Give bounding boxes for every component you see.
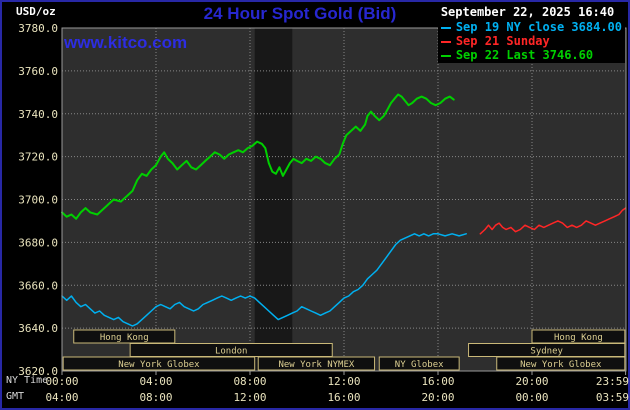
x-axis-label-ny: 23:59 (596, 375, 629, 388)
x-axis-label-gmt: 03:59 (596, 391, 629, 404)
chart-legend: September 22, 2025 16:40 Sep 19 NY close… (437, 5, 625, 63)
legend-label: Sep 22 Last 3746.60 (455, 48, 594, 62)
x-axis-label-gmt: 12:00 (233, 391, 266, 404)
market-session-box (62, 356, 256, 371)
price-series-sep21 (479, 207, 627, 235)
market-session-label: New York Globex (118, 360, 200, 370)
market-session-box (257, 356, 376, 371)
chart-datetime: September 22, 2025 16:40 (440, 5, 615, 19)
y-axis-unit-label: USD/oz (16, 5, 56, 18)
y-axis-tick-label: 3680.0 (18, 236, 58, 249)
y-axis-tick-label: 3740.0 (18, 108, 58, 121)
legend-line-icon (440, 40, 451, 43)
y-axis-tick-label: 3640.0 (18, 322, 58, 335)
market-session-box (378, 356, 460, 371)
x-axis-label-ny: 12:00 (327, 375, 360, 388)
x-axis-label-ny: 16:00 (421, 375, 454, 388)
x-axis-label-gmt: 04:00 (45, 391, 78, 404)
market-session-label: NY Globex (395, 360, 444, 370)
legend-line-icon (440, 54, 451, 57)
plot-border (61, 27, 627, 372)
x-axis-label-ny: 08:00 (233, 375, 266, 388)
legend-line-icon (440, 26, 451, 29)
x-axis-label-gmt: 00:00 (515, 391, 548, 404)
gmt-axis-caption: GMT (6, 391, 25, 402)
y-axis-tick-label: 3760.0 (18, 65, 58, 78)
legend-label: Sep 19 NY close 3684.00 (455, 20, 622, 34)
y-axis-tick-label: 3780.0 (18, 22, 58, 35)
x-axis-label-ny: 00:00 (45, 375, 78, 388)
market-session-label: New York NYMEX (278, 360, 354, 370)
market-session-box (73, 329, 176, 344)
price-series-sep19 (61, 233, 467, 327)
legend-label: Sep 21 Sunday (455, 34, 550, 48)
market-session-label: London (215, 347, 248, 357)
kitco-website-link[interactable]: www.kitco.com (64, 33, 188, 52)
y-axis-tick-label: 3720.0 (18, 151, 58, 164)
market-session-label: Hong Kong (554, 333, 603, 343)
ny-time-axis-caption: NY Time (6, 375, 49, 386)
y-axis-tick-label: 3700.0 (18, 194, 58, 207)
legend-item: Sep 21 Sunday (440, 34, 622, 48)
market-session-box (496, 356, 626, 371)
market-session-label: Hong Kong (100, 333, 149, 343)
price-series-sep22 (61, 93, 455, 220)
y-axis-tick-label: 3620.0 (18, 365, 58, 378)
market-session-label: Sydney (530, 347, 563, 357)
x-axis-label-ny: 04:00 (139, 375, 172, 388)
x-axis-label-gmt: 08:00 (139, 391, 172, 404)
market-session-label: New York Globex (520, 360, 602, 370)
x-axis-label-ny: 20:00 (515, 375, 548, 388)
legend-item: Sep 22 Last 3746.60 (440, 48, 622, 62)
x-axis-label-gmt: 20:00 (421, 391, 454, 404)
legend-items: Sep 19 NY close 3684.00 Sep 21 Sunday Sep … (440, 20, 622, 62)
legend-item: Sep 19 NY close 3684.00 (440, 20, 622, 34)
page-title: 24 Hour Spot Gold (Bid) (203, 4, 397, 23)
x-axis-label-gmt: 16:00 (327, 391, 360, 404)
y-axis-tick-label: 3660.0 (18, 279, 58, 292)
